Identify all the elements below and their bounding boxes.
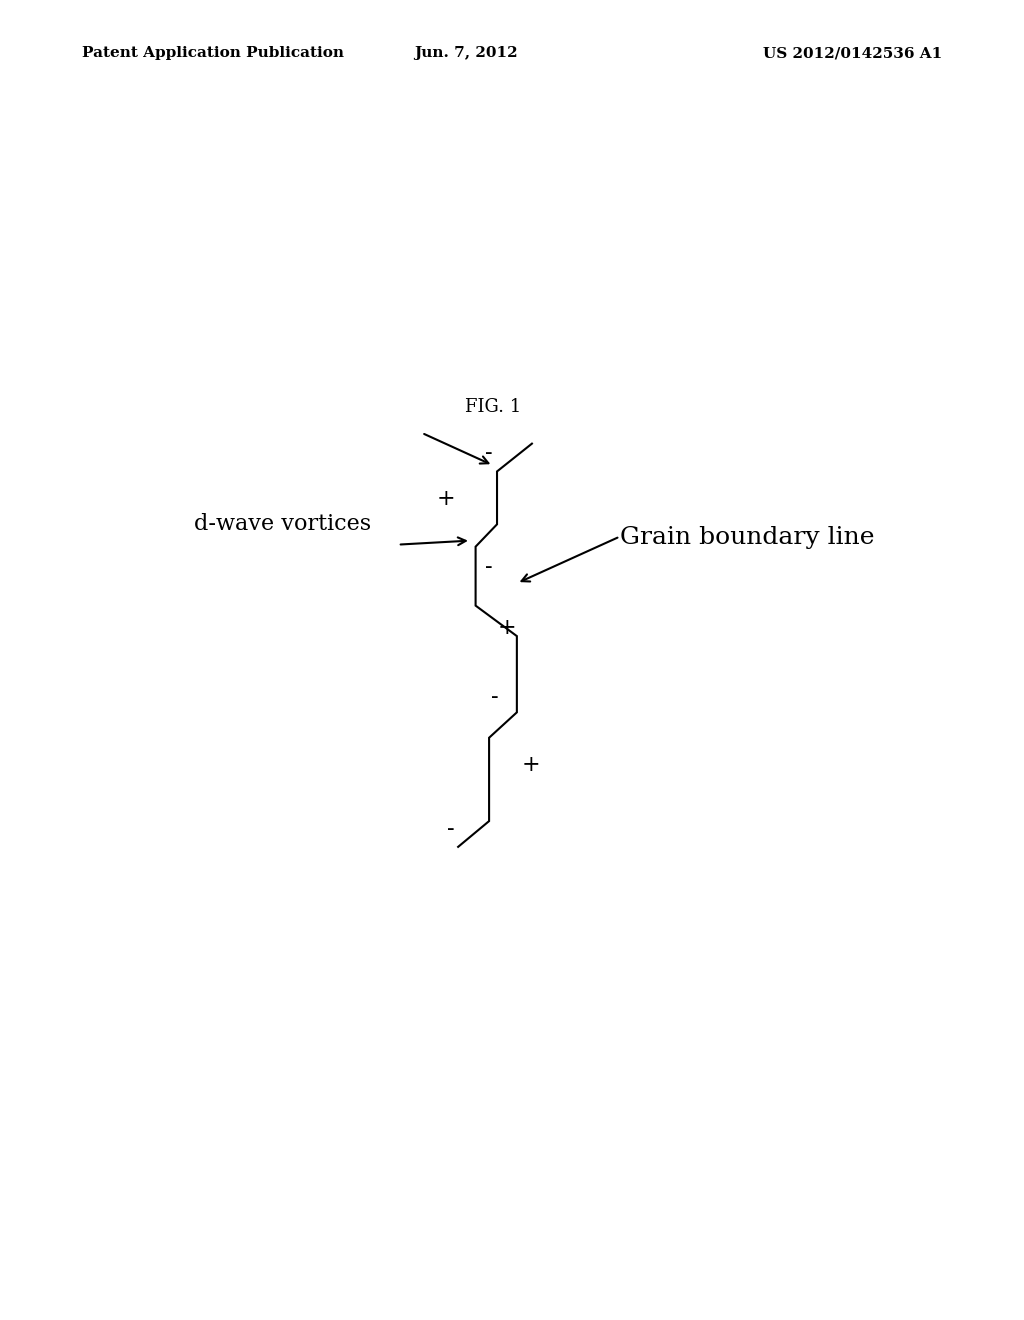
Text: d-wave vortices: d-wave vortices [195, 513, 372, 536]
Text: -: - [485, 556, 493, 578]
Text: -: - [485, 442, 493, 465]
Text: FIG. 1: FIG. 1 [465, 399, 521, 416]
Text: +: + [522, 754, 541, 776]
Text: Patent Application Publication: Patent Application Publication [82, 46, 344, 61]
Text: Grain boundary line: Grain boundary line [620, 527, 874, 549]
Text: -: - [490, 686, 499, 708]
Text: +: + [498, 616, 517, 639]
Text: Jun. 7, 2012: Jun. 7, 2012 [414, 46, 518, 61]
Text: +: + [436, 488, 455, 510]
Text: -: - [447, 818, 455, 841]
Text: US 2012/0142536 A1: US 2012/0142536 A1 [763, 46, 942, 61]
